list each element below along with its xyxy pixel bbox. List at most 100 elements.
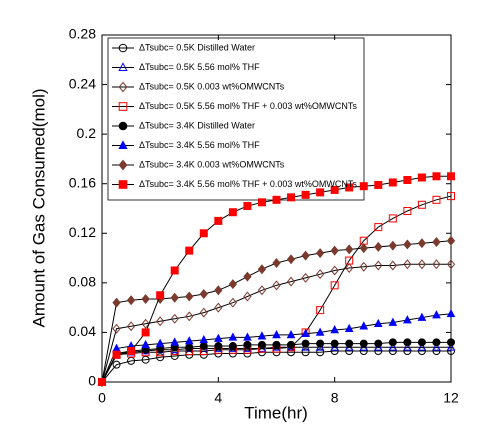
marker xyxy=(214,285,223,296)
x-tick-label: 8 xyxy=(331,390,339,406)
marker xyxy=(156,316,165,327)
marker xyxy=(141,293,150,304)
marker xyxy=(388,342,398,351)
marker xyxy=(388,338,397,347)
marker xyxy=(403,239,412,250)
marker xyxy=(112,297,121,308)
marker xyxy=(344,323,354,333)
marker xyxy=(301,250,310,261)
marker xyxy=(199,334,209,344)
marker xyxy=(286,329,296,339)
marker xyxy=(345,263,354,273)
marker xyxy=(214,342,223,351)
marker xyxy=(214,216,223,225)
marker xyxy=(257,264,267,275)
marker xyxy=(185,311,194,322)
marker xyxy=(388,178,397,187)
legend-marker xyxy=(118,43,128,53)
marker xyxy=(286,254,296,265)
marker xyxy=(170,337,180,346)
marker xyxy=(446,308,456,318)
marker xyxy=(170,292,179,303)
marker xyxy=(403,342,412,351)
marker xyxy=(388,260,397,271)
marker xyxy=(156,353,165,362)
marker xyxy=(403,206,412,215)
marker xyxy=(446,235,456,246)
marker xyxy=(243,271,252,282)
marker xyxy=(272,329,281,339)
y-tick-label: 0.12 xyxy=(69,224,96,240)
marker xyxy=(243,291,252,302)
marker xyxy=(228,279,238,290)
legend-label: ΔTsubc= 0.5K 5.56 mol% THF + 0.003 wt%OM… xyxy=(139,101,357,111)
y-tick-label: 0.2 xyxy=(77,125,97,141)
legend-label: ΔTsubc= 3.4K Distilled Water xyxy=(139,120,255,130)
marker xyxy=(374,180,383,189)
marker xyxy=(243,202,252,211)
marker xyxy=(417,338,426,347)
legend-marker xyxy=(118,102,128,111)
marker xyxy=(141,318,150,329)
y-axis-title: Amount of Gas Consumed(mol) xyxy=(29,88,48,327)
marker xyxy=(287,193,296,202)
marker xyxy=(199,289,208,299)
marker xyxy=(330,265,339,276)
y-tick-label: 0.28 xyxy=(69,26,96,42)
marker xyxy=(126,321,136,332)
y-tick-label: 0 xyxy=(88,373,96,389)
marker xyxy=(345,339,354,348)
marker xyxy=(170,266,179,275)
marker xyxy=(359,243,368,254)
marker xyxy=(374,223,383,232)
marker xyxy=(228,342,237,351)
legend-marker xyxy=(118,180,128,189)
marker xyxy=(199,342,208,351)
legend-label: ΔTsubc= 3.4K 0.003 wt%OMWCNTs xyxy=(139,159,285,169)
marker xyxy=(345,183,354,192)
marker xyxy=(257,331,267,340)
marker xyxy=(257,340,266,349)
marker xyxy=(214,333,223,342)
legend-marker xyxy=(118,121,128,131)
marker xyxy=(417,259,427,270)
marker xyxy=(185,246,194,255)
marker xyxy=(228,297,238,308)
y-tick-label: 0.04 xyxy=(69,323,96,339)
legend-label: ΔTsubc= 0.5K 5.56 mol% THF xyxy=(139,62,260,72)
marker xyxy=(257,285,267,296)
marker xyxy=(141,339,150,349)
marker xyxy=(417,238,427,249)
marker xyxy=(316,306,325,315)
marker xyxy=(272,340,281,349)
marker xyxy=(301,272,310,283)
y-tick-label: 0.08 xyxy=(69,274,96,290)
marker xyxy=(185,291,194,302)
legend-label: ΔTsubc= 0.5K Distilled Water xyxy=(139,42,255,52)
marker xyxy=(127,347,136,356)
marker xyxy=(330,325,339,334)
legend-label: ΔTsubc= 3.4K 5.56 mol% THF xyxy=(139,140,260,150)
marker xyxy=(141,328,150,337)
x-tick-label: 4 xyxy=(214,390,222,406)
plot-frame xyxy=(101,34,452,383)
marker xyxy=(417,200,426,209)
legend-marker xyxy=(118,159,128,171)
marker xyxy=(417,342,427,351)
marker xyxy=(330,185,339,194)
marker xyxy=(257,198,266,207)
marker xyxy=(432,236,441,247)
marker xyxy=(447,172,455,181)
marker xyxy=(315,327,325,336)
marker xyxy=(112,323,121,334)
legend-marker xyxy=(118,140,128,150)
marker xyxy=(98,378,106,386)
marker xyxy=(432,195,441,204)
marker xyxy=(432,338,441,347)
marker xyxy=(417,173,426,182)
marker xyxy=(432,172,441,181)
marker xyxy=(316,339,325,348)
marker xyxy=(170,313,179,324)
marker xyxy=(403,259,412,270)
marker xyxy=(112,360,121,369)
